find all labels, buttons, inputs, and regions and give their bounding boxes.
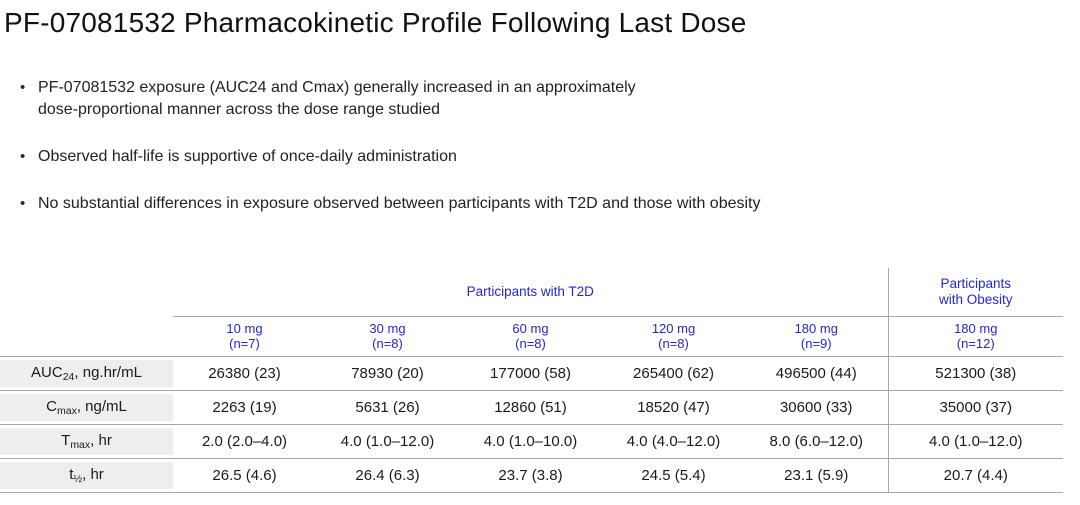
group-header-t2d: Participants with T2D <box>173 268 888 317</box>
dose-label: 180 mg <box>794 321 838 336</box>
pk-value: 30600 (33) <box>745 390 888 425</box>
dose-n: (n=12) <box>956 336 995 351</box>
table-row-tmax: Tmax, hr 2.0 (2.0–4.0) 4.0 (1.0–12.0) 4.… <box>0 424 1063 459</box>
pk-value: 26380 (23) <box>173 356 316 391</box>
pk-value: 12860 (51) <box>459 390 602 425</box>
bullet-item: • Observed half-life is supportive of on… <box>0 146 1080 168</box>
pk-value: 4.0 (1.0–12.0) <box>316 424 459 459</box>
dose-label: 120 mg <box>651 321 696 336</box>
pk-value: 4.0 (1.0–10.0) <box>459 424 602 459</box>
dose-n: (n=7) <box>229 336 260 351</box>
dose-n: (n=8) <box>372 336 403 351</box>
bullet-list: • PF-07081532 exposure (AUC24 and Cmax) … <box>0 77 1080 215</box>
bullet-text: PF-07081532 exposure (AUC24 and Cmax) ge… <box>38 79 636 118</box>
bullet-item: • No substantial differences in exposure… <box>0 193 1080 215</box>
dose-n: (n=8) <box>515 336 546 351</box>
pk-value: 18520 (47) <box>602 390 745 425</box>
pk-value: 2263 (19) <box>173 390 316 425</box>
pk-value: 20.7 (4.4) <box>887 458 1063 493</box>
dose-header: 60 mg (n=8) <box>459 316 602 357</box>
table-row-cmax: Cmax, ng/mL 2263 (19) 5631 (26) 12860 (5… <box>0 390 1063 425</box>
table-row-auc24: AUC24, ng.hr/mL 26380 (23) 78930 (20) 17… <box>0 356 1063 391</box>
slide: PF-07081532 Pharmacokinetic Profile Foll… <box>0 6 1080 505</box>
pk-value: 23.1 (5.9) <box>745 458 888 493</box>
pk-value: 5631 (26) <box>316 390 459 425</box>
pk-table: Participants with T2D Participants with … <box>0 268 1063 493</box>
pk-value: 35000 (37) <box>887 390 1063 425</box>
dose-label: 60 mg <box>512 321 549 336</box>
dose-label: 30 mg <box>369 321 406 336</box>
dose-header: 10 mg (n=7) <box>173 316 316 357</box>
pk-value: 265400 (62) <box>602 356 745 391</box>
pk-value: 23.7 (3.8) <box>459 458 602 493</box>
pk-value: 8.0 (6.0–12.0) <box>745 424 888 459</box>
bullet-icon: • <box>20 148 26 165</box>
pk-value: 26.5 (4.6) <box>173 458 316 493</box>
dose-label: 180 mg <box>954 321 998 336</box>
pk-value: 24.5 (5.4) <box>602 458 745 493</box>
dose-header: 30 mg (n=8) <box>316 316 459 357</box>
bullet-item: • PF-07081532 exposure (AUC24 and Cmax) … <box>0 77 1080 121</box>
dose-n: (n=8) <box>658 336 689 351</box>
pk-value: 2.0 (2.0–4.0) <box>173 424 316 459</box>
empty-corner-cell <box>0 268 173 316</box>
dose-header: 180 mg (n=12) <box>887 316 1063 357</box>
pk-value: 496500 (44) <box>745 356 888 391</box>
pk-value: 4.0 (4.0–12.0) <box>602 424 745 459</box>
group-header-obesity: Participants with Obesity <box>887 268 1063 317</box>
bullet-text: Observed half-life is supportive of once… <box>38 148 457 165</box>
table-dose-header-row: 10 mg (n=7) 30 mg (n=8) 60 mg (n=8) 120 … <box>0 316 1063 357</box>
table-row-thalf: t½, hr 26.5 (4.6) 26.4 (6.3) 23.7 (3.8) … <box>0 458 1063 493</box>
pk-value: 78930 (20) <box>316 356 459 391</box>
row-label: Cmax, ng/mL <box>0 390 173 425</box>
pk-value: 4.0 (1.0–12.0) <box>887 424 1063 459</box>
row-label: AUC24, ng.hr/mL <box>0 356 173 391</box>
dose-n: (n=9) <box>800 336 832 351</box>
row-label: Tmax, hr <box>0 424 173 459</box>
dose-header: 180 mg (n=9) <box>745 316 888 357</box>
pk-value: 177000 (58) <box>459 356 602 391</box>
bullet-text: No substantial differences in exposure o… <box>38 195 761 212</box>
row-label: t½, hr <box>0 458 173 493</box>
bullet-icon: • <box>20 79 26 96</box>
dose-header: 120 mg (n=8) <box>602 316 745 357</box>
empty-corner-cell <box>0 316 173 357</box>
bullet-icon: • <box>20 195 26 212</box>
slide-title: PF-07081532 Pharmacokinetic Profile Foll… <box>4 7 747 38</box>
table-group-header-row: Participants with T2D Participants with … <box>0 268 1063 317</box>
pk-value: 521300 (38) <box>887 356 1063 391</box>
dose-label: 10 mg <box>226 321 263 336</box>
pk-value: 26.4 (6.3) <box>316 458 459 493</box>
